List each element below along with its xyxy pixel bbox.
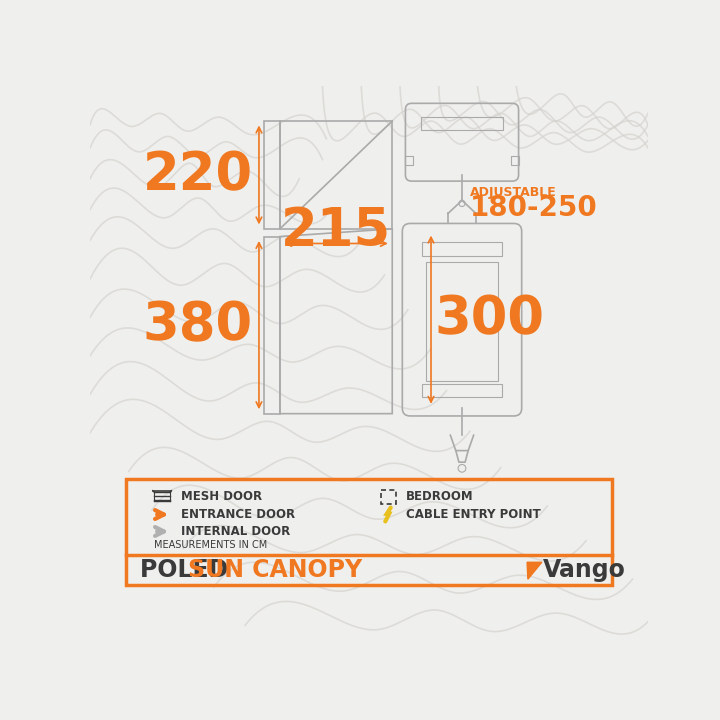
Text: INTERNAL DOOR: INTERNAL DOOR	[181, 525, 291, 538]
Text: SUN CANOPY: SUN CANOPY	[189, 558, 363, 582]
Bar	[381, 490, 396, 504]
Bar	[421, 117, 503, 130]
Bar	[422, 384, 503, 397]
Text: 300: 300	[435, 294, 545, 346]
Text: ADJUSTABLE: ADJUSTABLE	[469, 186, 557, 199]
Bar	[264, 237, 280, 414]
Bar	[405, 156, 413, 165]
Bar	[422, 242, 503, 256]
Text: 220: 220	[143, 149, 253, 201]
Bar	[426, 262, 498, 382]
Polygon shape	[527, 562, 542, 579]
Text: 215: 215	[281, 205, 391, 257]
Text: MESH DOOR: MESH DOOR	[181, 490, 263, 503]
Text: 380: 380	[143, 299, 253, 351]
Text: ENTRANCE DOOR: ENTRANCE DOOR	[181, 508, 296, 521]
Text: CABLE ENTRY POINT: CABLE ENTRY POINT	[406, 508, 541, 521]
Text: POLED: POLED	[140, 558, 237, 582]
Text: 180-250: 180-250	[469, 194, 598, 222]
Bar	[264, 121, 280, 229]
Text: BEDROOM: BEDROOM	[406, 490, 474, 503]
Bar	[510, 156, 518, 165]
Text: Vango: Vango	[544, 558, 626, 582]
Text: MEASUREMENTS IN CM: MEASUREMENTS IN CM	[154, 540, 268, 550]
Bar	[127, 479, 611, 585]
